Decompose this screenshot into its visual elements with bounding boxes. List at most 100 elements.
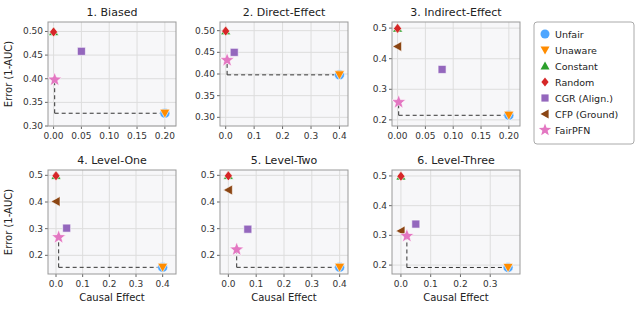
- grid-line-y: [220, 95, 348, 96]
- plot-frame: [392, 22, 520, 126]
- reference-corner: [407, 236, 508, 267]
- grid-line-y: [392, 205, 520, 206]
- grid-line-x: [430, 170, 431, 274]
- point: [504, 110, 514, 120]
- tick-label-x: 0.4: [332, 131, 347, 141]
- point: [160, 108, 170, 118]
- tick-label-y: 0.40: [195, 69, 215, 79]
- x-axis-label: Causal Effect: [423, 292, 489, 303]
- grid-line-x: [109, 22, 110, 126]
- grid-line-y: [48, 102, 176, 103]
- plot-frame: [48, 22, 176, 126]
- grid-line-y: [392, 58, 520, 59]
- tick-label-y: 0.2: [373, 260, 387, 270]
- tick-label-y: 0.30: [195, 112, 215, 122]
- grid-line-x: [162, 170, 163, 274]
- grid-line-x: [284, 170, 285, 274]
- subplot: 0.00.10.20.30.20.30.40.56. Level-ThreeCa…: [373, 154, 520, 303]
- legend-marker: [541, 30, 550, 39]
- tick-label-x: 0.05: [415, 131, 435, 141]
- point: [334, 71, 344, 80]
- grid-line-y: [48, 202, 176, 203]
- subplot: 0.000.050.100.150.200.300.350.400.450.50…: [3, 6, 176, 141]
- subplot-title: 2. Direct-Effect: [243, 6, 326, 19]
- background: [0, 0, 640, 323]
- tick-label-y: 0.45: [23, 50, 43, 60]
- grid-line-x: [109, 170, 110, 274]
- point: [52, 171, 60, 181]
- grid-line-x: [82, 170, 83, 274]
- plot-area: [48, 22, 176, 126]
- tick-label-x: 0.3: [304, 131, 318, 141]
- tick-label-x: 0.2: [277, 279, 291, 289]
- tick-label-x: 0.0: [394, 279, 409, 289]
- plot-frame: [48, 170, 176, 274]
- tick-label-y: 0.50: [195, 26, 215, 36]
- data-layer: [392, 23, 514, 120]
- grid-line-y: [48, 55, 176, 56]
- legend-marker: [541, 46, 550, 54]
- legend-marker: [541, 78, 548, 87]
- point: [397, 171, 405, 181]
- grid-line-x: [256, 170, 257, 274]
- grid-line-y: [48, 31, 176, 32]
- legend-label: CGR (Align.): [555, 93, 613, 104]
- plot-frame: [392, 170, 520, 274]
- grid-line-y: [220, 228, 348, 229]
- grid-line-x: [56, 170, 57, 274]
- tick-label-y: 0.50: [23, 26, 43, 36]
- subplot: 0.000.050.100.150.200.20.30.40.53. Indir…: [373, 6, 520, 141]
- legend-marker: [541, 94, 548, 101]
- tick-label-x: 0.1: [76, 279, 90, 289]
- tick-label-y: 0.4: [373, 54, 388, 64]
- grid-line-x: [400, 170, 401, 274]
- grid-line-x: [490, 170, 491, 274]
- tick-label-y: 0.30: [23, 121, 43, 131]
- data-layer: [396, 171, 513, 273]
- legend: UnfairUnawareConstantRandomCGR (Align.)C…: [534, 22, 634, 144]
- grid-line-x: [136, 170, 137, 274]
- grid-line-y: [48, 175, 176, 176]
- subplot-title: 1. Biased: [87, 6, 138, 19]
- plot-area: [48, 170, 176, 274]
- grid-line-y: [220, 30, 348, 31]
- tick-label-y: 0.2: [201, 250, 215, 260]
- reference-corner: [227, 60, 339, 75]
- subplot: 0.00.10.20.30.40.20.30.40.55. Level-TwoC…: [201, 154, 348, 303]
- grid-line-y: [392, 265, 520, 266]
- grid-line-y: [220, 255, 348, 256]
- tick-label-x: 0.00: [388, 131, 408, 141]
- point: [63, 224, 71, 232]
- tick-label-y: 0.4: [29, 197, 44, 207]
- grid-line-y: [220, 175, 348, 176]
- point: [400, 228, 414, 242]
- tick-label-y: 0.3: [373, 230, 387, 240]
- grid-line-y: [220, 202, 348, 203]
- data-layer: [51, 170, 168, 272]
- point: [503, 263, 513, 272]
- point: [412, 220, 420, 228]
- tick-label-x: 0.1: [424, 279, 438, 289]
- reference-corner: [59, 237, 163, 267]
- point: [394, 23, 402, 33]
- plot-area: [220, 22, 348, 126]
- subplot-title: 4. Level-One: [77, 154, 147, 167]
- point: [224, 171, 232, 181]
- grid-line-y: [220, 74, 348, 75]
- tick-label-x: 0.0: [221, 279, 236, 289]
- legend-label: Unfair: [555, 29, 584, 40]
- tick-label-x: 0.1: [249, 279, 263, 289]
- point: [335, 263, 345, 272]
- tick-label-y: 0.40: [23, 74, 43, 84]
- tick-label-y: 0.5: [373, 23, 387, 33]
- tick-label-y: 0.3: [373, 84, 387, 94]
- tick-label-x: 0.3: [483, 279, 497, 289]
- subplot-title: 6. Level-Three: [417, 154, 495, 167]
- point: [222, 26, 230, 36]
- figure: 0.000.050.100.150.200.300.350.400.450.50…: [0, 0, 640, 323]
- tick-label-y: 0.5: [29, 170, 43, 180]
- point: [52, 230, 66, 244]
- grid-line-y: [392, 175, 520, 176]
- grid-line-x: [311, 170, 312, 274]
- data-layer: [223, 170, 344, 272]
